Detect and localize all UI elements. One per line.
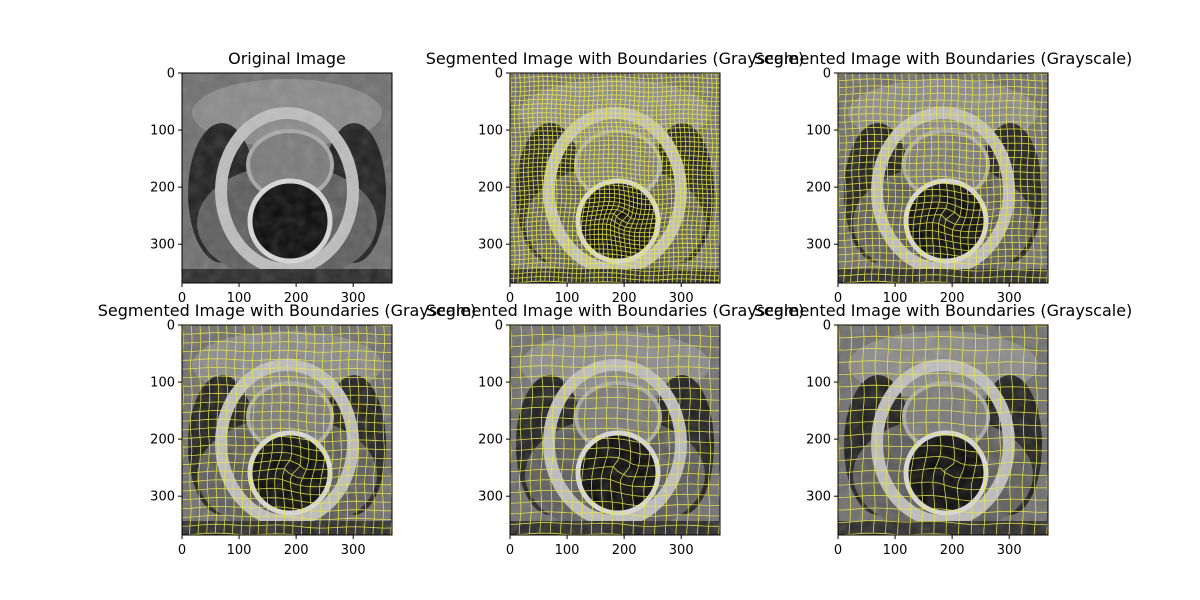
y-tick-label: 100	[806, 376, 831, 391]
x-tick-label: 0	[506, 543, 514, 558]
panel-title: Segmented Image with Boundaries (Graysca…	[426, 301, 805, 320]
panel-title: Segmented Image with Boundaries (Graysca…	[754, 49, 1133, 68]
x-tick-label: 0	[506, 291, 514, 306]
y-tick-label: 0	[167, 319, 175, 334]
axes-frame	[181, 324, 393, 536]
panel-title: Original Image	[228, 49, 346, 68]
mri-image	[182, 73, 392, 283]
x-tick-label: 0	[178, 291, 186, 306]
panel-title: Segmented Image with Boundaries (Graysca…	[426, 49, 805, 68]
y-tick-label: 300	[806, 238, 831, 253]
x-tick-label: 100	[555, 543, 580, 558]
y-tick-label: 100	[150, 376, 175, 391]
segment-boundaries	[510, 73, 720, 283]
x-tick-label: 100	[555, 291, 580, 306]
y-tick-label: 300	[478, 238, 503, 253]
y-tick-label: 200	[150, 433, 175, 448]
y-tick-label: 0	[823, 319, 831, 334]
x-tick-label: 300	[997, 543, 1022, 558]
subplot-4: 0 100 200 300 0 100 200 300 Segmented Image with…	[98, 301, 477, 558]
x-tick-label: 300	[997, 291, 1022, 306]
segment-boundaries	[182, 325, 392, 535]
y-tick-label: 200	[806, 433, 831, 448]
y-tick-label: 100	[478, 124, 503, 139]
y-tick-label: 0	[167, 67, 175, 82]
subplot-2: 0 100 200 300 0 100 200 300 Segmented Image with…	[426, 49, 805, 306]
y-tick-label: 300	[150, 238, 175, 253]
y-tick-label: 0	[823, 67, 831, 82]
y-tick-label: 200	[478, 433, 503, 448]
x-tick-label: 100	[883, 543, 908, 558]
mri-image	[838, 325, 1048, 535]
y-tick-label: 300	[150, 490, 175, 505]
y-tick-label: 0	[495, 319, 503, 334]
x-tick-label: 200	[612, 291, 637, 306]
y-tick-label: 100	[806, 124, 831, 139]
subplot-1: 0 100 200 300 0 100 200 300 Original Image	[150, 49, 393, 306]
x-tick-label: 200	[612, 543, 637, 558]
axes-frame	[509, 324, 721, 536]
x-tick-label: 200	[284, 291, 309, 306]
axes-frame	[837, 72, 1049, 284]
y-tick-label: 200	[806, 181, 831, 196]
x-tick-label: 200	[940, 543, 965, 558]
x-tick-label: 300	[341, 291, 366, 306]
y-tick-label: 200	[150, 181, 175, 196]
panel-title: Segmented Image with Boundaries (Graysca…	[754, 301, 1133, 320]
segment-boundaries	[510, 325, 720, 535]
subplot-5: 0 100 200 300 0 100 200 300 Segmented Image with…	[426, 301, 805, 558]
segment-boundaries	[838, 73, 1048, 283]
mri-image	[182, 325, 392, 535]
subplot-3: 0 100 200 300 0 100 200 300 Segmented Image with…	[754, 49, 1133, 306]
segment-boundaries	[838, 325, 1048, 535]
x-tick-label: 100	[227, 543, 252, 558]
x-tick-label: 0	[834, 291, 842, 306]
x-tick-label: 300	[341, 543, 366, 558]
x-tick-label: 100	[883, 291, 908, 306]
x-tick-label: 300	[669, 543, 694, 558]
y-tick-label: 300	[478, 490, 503, 505]
mri-image	[838, 73, 1048, 283]
x-tick-label: 0	[178, 543, 186, 558]
x-tick-label: 200	[940, 291, 965, 306]
y-tick-label: 300	[806, 490, 831, 505]
y-tick-label: 100	[478, 376, 503, 391]
axes-frame	[509, 72, 721, 284]
panel-title: Segmented Image with Boundaries (Graysca…	[98, 301, 477, 320]
subplot-6: 0 100 200 300 0 100 200 300 Segmented Image with…	[754, 301, 1133, 558]
mri-image	[510, 325, 720, 535]
x-tick-label: 200	[284, 543, 309, 558]
y-tick-label: 0	[495, 67, 503, 82]
y-tick-label: 100	[150, 124, 175, 139]
y-tick-label: 200	[478, 181, 503, 196]
axes-frame	[837, 324, 1049, 536]
x-tick-label: 0	[834, 543, 842, 558]
x-tick-label: 100	[227, 291, 252, 306]
axes-frame	[181, 72, 393, 284]
x-tick-label: 300	[669, 291, 694, 306]
